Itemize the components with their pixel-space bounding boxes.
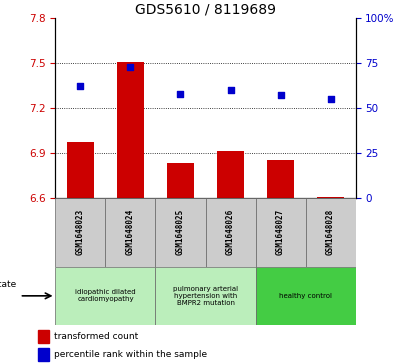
Bar [67,142,94,198]
Text: disease state: disease state [0,280,16,289]
Bar [305,198,356,267]
Text: GSM1648024: GSM1648024 [126,209,135,256]
Bar [55,198,106,267]
Bar [217,151,244,198]
Point [177,91,184,97]
Bar [267,160,294,198]
Bar [55,267,155,325]
Bar [155,198,206,267]
Bar [106,198,155,267]
Bar [155,267,256,325]
Text: GSM1648025: GSM1648025 [176,209,185,256]
Text: healthy control: healthy control [279,293,332,299]
Point [327,96,334,102]
Bar [256,198,305,267]
Bar [317,197,344,198]
Text: GSM1648028: GSM1648028 [326,209,335,256]
Text: GSM1648027: GSM1648027 [276,209,285,256]
Bar [167,163,194,198]
Text: idiopathic dilated
cardiomyopathy: idiopathic dilated cardiomyopathy [75,289,136,302]
Bar [206,198,256,267]
Title: GDS5610 / 8119689: GDS5610 / 8119689 [135,3,276,17]
Bar [256,267,356,325]
Point [227,87,234,93]
Text: GSM1648026: GSM1648026 [226,209,235,256]
Point [127,64,134,70]
Text: transformed count: transformed count [54,332,139,341]
Text: pulmonary arterial
hypertension with
BMPR2 mutation: pulmonary arterial hypertension with BMP… [173,286,238,306]
Point [77,83,84,89]
Bar [38,330,49,343]
Point [277,93,284,98]
Text: GSM1648023: GSM1648023 [76,209,85,256]
Bar [117,62,144,198]
Text: percentile rank within the sample: percentile rank within the sample [54,350,207,359]
Bar [38,348,49,361]
